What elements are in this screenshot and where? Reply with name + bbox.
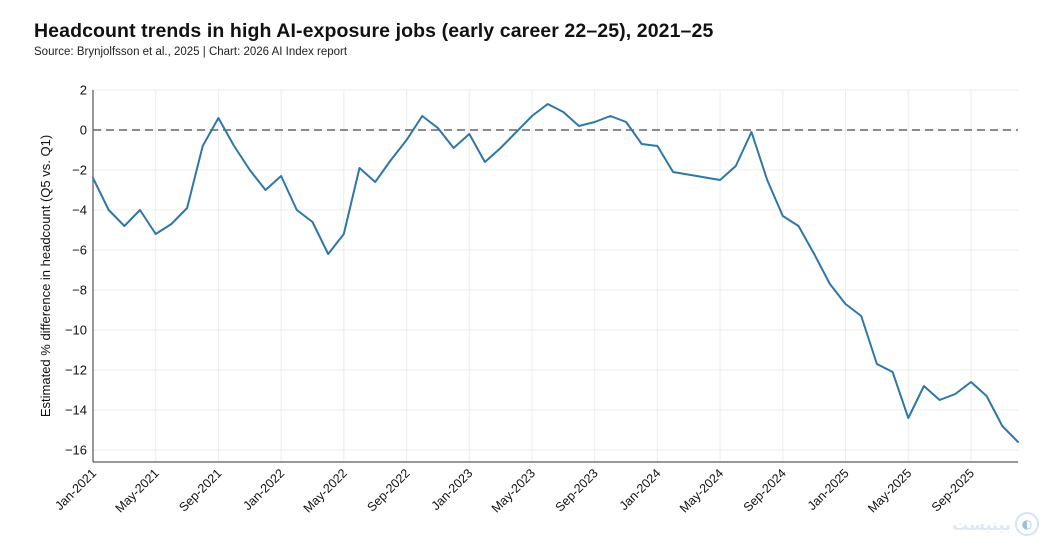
- y-tick-label: −16: [65, 443, 87, 458]
- y-axis-label: Estimated % difference in headcount (Q5 …: [38, 135, 53, 417]
- x-tick-label: Sep-2022: [364, 466, 412, 514]
- x-tick-label: Sep-2025: [929, 466, 977, 514]
- x-tick-label: May-2024: [677, 466, 726, 515]
- circle-logo-icon: ◐: [1015, 512, 1039, 536]
- y-tick-label: −12: [65, 363, 87, 378]
- x-tick-label: May-2023: [489, 466, 538, 515]
- y-tick-label: −8: [72, 283, 87, 298]
- x-tick-label: Jan-2023: [429, 466, 476, 513]
- y-tick-label: −6: [72, 243, 87, 258]
- y-tick-label: −4: [72, 203, 87, 218]
- y-tick-label: −10: [65, 323, 87, 338]
- x-tick-label: Jan-2024: [617, 466, 664, 513]
- series-line: [92, 103, 1019, 443]
- x-tick-label: Sep-2024: [741, 466, 789, 514]
- x-tick-label: Jan-2025: [805, 466, 852, 513]
- watermark-text: ﺑﻴﺘﻴﺴﺖ: [952, 514, 1011, 534]
- x-tick-label: Jan-2021: [52, 466, 99, 513]
- x-tick-label: Sep-2023: [553, 466, 601, 514]
- x-tick-label: May-2022: [301, 466, 350, 515]
- chart-title: Headcount trends in high AI-exposure job…: [34, 20, 714, 42]
- y-tick-label: 2: [80, 83, 87, 98]
- x-tick-label: May-2025: [865, 466, 914, 515]
- watermark: ﺑﻴﺘﻴﺴﺖ ◐: [952, 512, 1039, 536]
- x-tick-label: Jan-2022: [240, 466, 287, 513]
- chart-subtitle: Source: Brynjolfsson et al., 2025 | Char…: [34, 46, 348, 58]
- y-tick-label: −14: [65, 403, 87, 418]
- x-tick-label: May-2021: [113, 466, 162, 515]
- y-tick-label: −2: [72, 163, 87, 178]
- y-tick-label: 0: [80, 123, 87, 138]
- x-tick-label: Sep-2021: [176, 466, 224, 514]
